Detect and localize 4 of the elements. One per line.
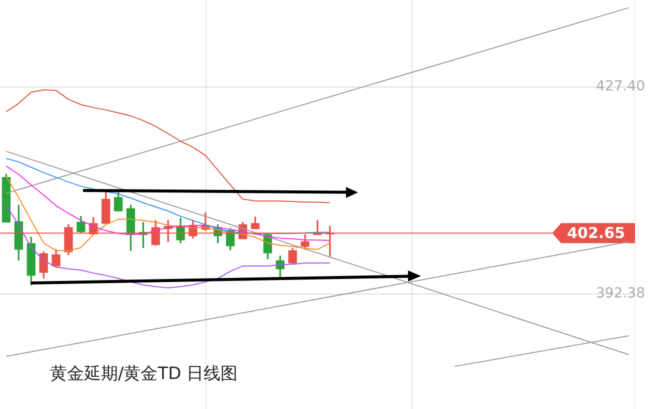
ref-line-label: 402.65 <box>567 224 626 242</box>
text: 黄金延期/黄金TD 日线图 <box>50 363 238 385</box>
y-tick-label: 392.38 <box>596 286 645 302</box>
y-tick-label: 427.40 <box>596 78 645 95</box>
